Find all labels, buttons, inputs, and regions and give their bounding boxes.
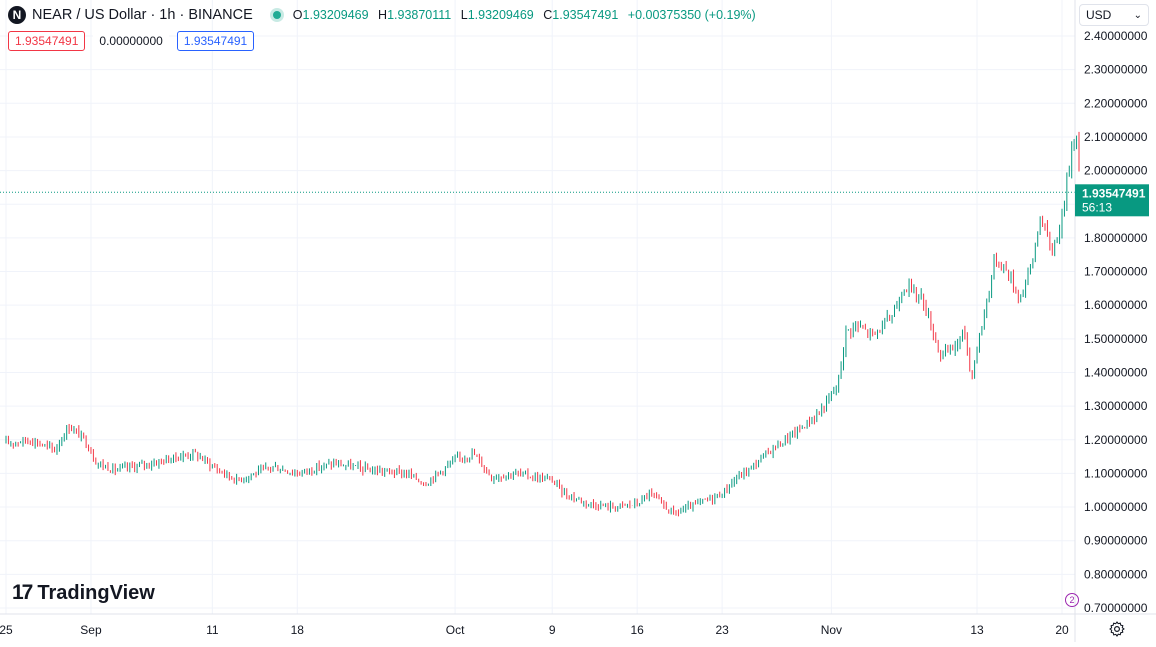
symbol-title[interactable]: NEAR / US Dollar · 1h · BINANCE [32, 7, 253, 23]
x-tick-label: Nov [821, 623, 842, 637]
open-label: O [292, 8, 303, 22]
y-tick-label: 1.60000000 [1084, 298, 1148, 312]
price-tag-value: 1.93547491 [1082, 186, 1146, 200]
open-value: 1.93209469 [302, 8, 369, 22]
x-tick-label: 18 [291, 623, 305, 637]
high-label: H [378, 8, 388, 22]
sell-button[interactable]: 1.93547491 [8, 31, 86, 51]
x-tick-label: 16 [630, 623, 644, 637]
close-label: C [543, 8, 553, 22]
x-tick-label: 9 [549, 623, 556, 637]
y-tick-label: 0.80000000 [1084, 567, 1148, 581]
y-tick-label: 2.00000000 [1084, 164, 1148, 178]
close-value: 1.93547491 [552, 8, 619, 22]
y-tick-label: 2.40000000 [1084, 29, 1148, 43]
currency-select[interactable]: USD ⌄ [1079, 4, 1149, 26]
x-tick-label: Oct [446, 623, 465, 637]
market-open-icon [272, 11, 281, 19]
y-tick-label: 1.70000000 [1084, 265, 1148, 279]
low-value: 1.93209469 [467, 8, 534, 22]
x-tick-label: 25 [0, 623, 13, 637]
y-tick-label: 2.30000000 [1084, 63, 1148, 77]
chevron-down-icon: ⌄ [1133, 9, 1142, 21]
y-tick-label: 1.50000000 [1084, 332, 1148, 346]
buy-button[interactable]: 1.93547491 [176, 31, 255, 51]
x-tick-label: 11 [206, 623, 219, 637]
spread-value: 0.00000000 [93, 32, 169, 50]
change-value: +0.00375350 (+0.19%) [627, 8, 756, 22]
x-tick-label: 23 [715, 623, 729, 637]
y-tick-label: 1.00000000 [1084, 500, 1148, 514]
settings-gear-icon[interactable] [1108, 620, 1126, 638]
y-tick-label: 1.20000000 [1084, 433, 1148, 447]
y-tick-label: 2.10000000 [1084, 130, 1148, 144]
ohlc-readout: O1.93209469 H1.93870111 L1.93209469 C1.9… [293, 8, 756, 22]
currency-label: USD [1086, 8, 1112, 22]
tradingview-mark-icon: 17 [12, 581, 33, 604]
time-axis: 25 Sep 11 18 Oct 9 16 23 Nov 13 20 [0, 613, 1156, 637]
events-icon[interactable]: 2 [1065, 593, 1079, 607]
y-tick-label: 1.80000000 [1084, 231, 1148, 245]
y-tick-label: 2.20000000 [1084, 96, 1148, 110]
grid-lines [0, 0, 1075, 614]
y-tick-label: 1.30000000 [1084, 399, 1148, 413]
tradingview-wordmark: TradingView [37, 581, 155, 604]
price-tag-countdown: 56:13 [1082, 200, 1112, 214]
price-axis: 0.70000000 0.80000000 0.90000000 1.00000000… [1074, 0, 1148, 642]
y-tick-label: 0.70000000 [1084, 601, 1148, 615]
candle-series [5, 131, 1080, 517]
y-tick-label: 1.40000000 [1084, 365, 1148, 379]
x-tick-label: 13 [970, 623, 984, 637]
price-tag-bg [1075, 184, 1149, 217]
x-tick-label: 20 [1055, 623, 1069, 637]
high-value: 1.93870111 [387, 8, 452, 22]
trade-buttons: 1.93547491 0.00000000 1.93547491 [8, 31, 255, 51]
near-logo-icon: N [8, 6, 26, 24]
y-tick-label: 0.90000000 [1084, 534, 1148, 548]
low-label: L [460, 8, 468, 22]
y-tick-label: 1.10000000 [1084, 466, 1148, 480]
x-tick-label: Sep [80, 623, 102, 637]
chart-header: N NEAR / US Dollar · 1h · BINANCE O1.932… [8, 5, 756, 25]
tradingview-logo[interactable]: 17 TradingView [12, 581, 155, 605]
